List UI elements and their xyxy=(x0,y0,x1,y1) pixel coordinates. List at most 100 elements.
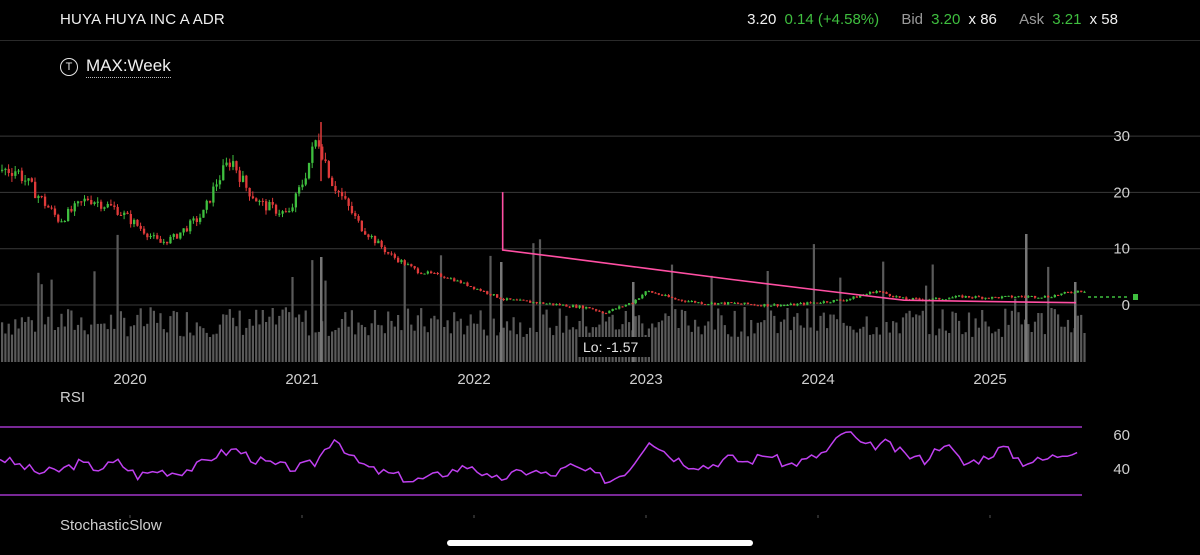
time-range-selector[interactable]: T MAX:Week xyxy=(60,56,171,78)
candle-body xyxy=(288,211,291,213)
volume-bar xyxy=(370,323,373,362)
volume-bar xyxy=(162,329,165,362)
candle-body xyxy=(931,298,934,300)
candle-body xyxy=(479,288,482,291)
volume-bar xyxy=(733,310,736,362)
volume-bar xyxy=(129,326,132,362)
volume-bar xyxy=(918,315,921,362)
price-grid xyxy=(0,135,1200,306)
candle-body xyxy=(895,296,898,298)
candle-body xyxy=(898,296,901,298)
candle-body xyxy=(987,297,990,299)
candle-body xyxy=(822,301,825,303)
candle-body xyxy=(809,302,812,304)
volume-bar xyxy=(212,334,215,362)
volume-bar xyxy=(859,328,862,362)
volume-bar xyxy=(456,321,459,362)
candle-body xyxy=(96,201,99,203)
candle-body xyxy=(967,296,971,298)
volume-bar xyxy=(911,317,914,362)
candle-body xyxy=(109,204,113,206)
candle-body xyxy=(760,305,763,307)
volume-bar xyxy=(393,326,396,362)
candle-body xyxy=(278,213,281,215)
volume-bar xyxy=(357,322,360,362)
candle-body xyxy=(334,185,337,191)
candle-body xyxy=(901,297,905,299)
volume-bar xyxy=(905,313,908,362)
volume-bar xyxy=(703,325,707,362)
volume-bar xyxy=(707,321,710,362)
volume-bar xyxy=(954,312,957,362)
year-tick-2020: 2020 xyxy=(113,371,146,388)
volume-bar xyxy=(1063,326,1066,362)
candle-body xyxy=(624,304,627,307)
candle-body xyxy=(595,309,598,311)
candle-body xyxy=(1020,296,1023,298)
volume-bar xyxy=(816,330,819,362)
volume-bar xyxy=(868,334,872,362)
candle-body xyxy=(575,305,578,308)
volume-bar xyxy=(245,327,248,362)
candle-body xyxy=(529,300,532,303)
candle-body xyxy=(832,300,835,303)
candle-body xyxy=(872,291,875,294)
volume-bar xyxy=(304,310,307,362)
volume-bar xyxy=(47,316,50,362)
volume-spike xyxy=(500,262,503,362)
volume-bar xyxy=(373,310,377,362)
rsi-tick-40: 40 xyxy=(1113,461,1130,478)
candle-body xyxy=(37,196,40,198)
candle-body xyxy=(1000,296,1004,299)
candle-body xyxy=(690,301,693,302)
volume-bar xyxy=(17,328,20,362)
candle-body xyxy=(63,221,66,222)
candle-body xyxy=(420,273,423,275)
volume-bar xyxy=(433,315,436,362)
volume-bar xyxy=(489,255,492,362)
volume-bar xyxy=(760,322,763,362)
home-indicator[interactable] xyxy=(447,540,753,546)
candle-body xyxy=(707,304,710,306)
volume-bar xyxy=(380,325,383,362)
candle-body xyxy=(674,298,677,300)
low-annotation-bg xyxy=(578,337,650,357)
candle-body xyxy=(337,191,340,192)
volume-bar xyxy=(1007,324,1010,362)
volume-bar xyxy=(403,261,406,362)
volume-bar xyxy=(86,334,89,362)
volume-bar xyxy=(915,314,918,362)
volume-bar xyxy=(377,324,380,362)
volume-bar xyxy=(951,311,954,362)
volume-bar xyxy=(984,321,987,362)
candle-body xyxy=(647,291,651,293)
volume-bar xyxy=(661,320,664,362)
candle-body xyxy=(892,296,895,298)
candle-body xyxy=(1053,295,1056,298)
volume-bar xyxy=(723,325,726,362)
volume-bar xyxy=(885,322,888,362)
candle-body xyxy=(436,273,439,274)
volume-bar xyxy=(34,331,37,362)
volume-bar xyxy=(449,333,452,362)
candle-body xyxy=(67,209,70,221)
candle-body xyxy=(585,307,588,309)
volume-spike xyxy=(1074,282,1077,362)
volume-bar xyxy=(76,324,80,362)
volume-bar xyxy=(974,318,977,362)
candle-body xyxy=(189,220,192,232)
volume-bar xyxy=(783,319,786,362)
last-price: 3.20 xyxy=(747,11,777,28)
candle-body xyxy=(27,178,30,181)
candle-body xyxy=(317,140,321,147)
volume-bar xyxy=(1050,308,1053,362)
candle-body xyxy=(162,241,165,243)
volume-bar xyxy=(96,323,99,362)
candle-body xyxy=(723,302,726,305)
candle-body xyxy=(1037,297,1040,299)
volume-bar xyxy=(806,308,809,362)
volume-bar xyxy=(453,312,456,362)
candle-body xyxy=(284,211,288,213)
candle-body xyxy=(166,241,169,244)
